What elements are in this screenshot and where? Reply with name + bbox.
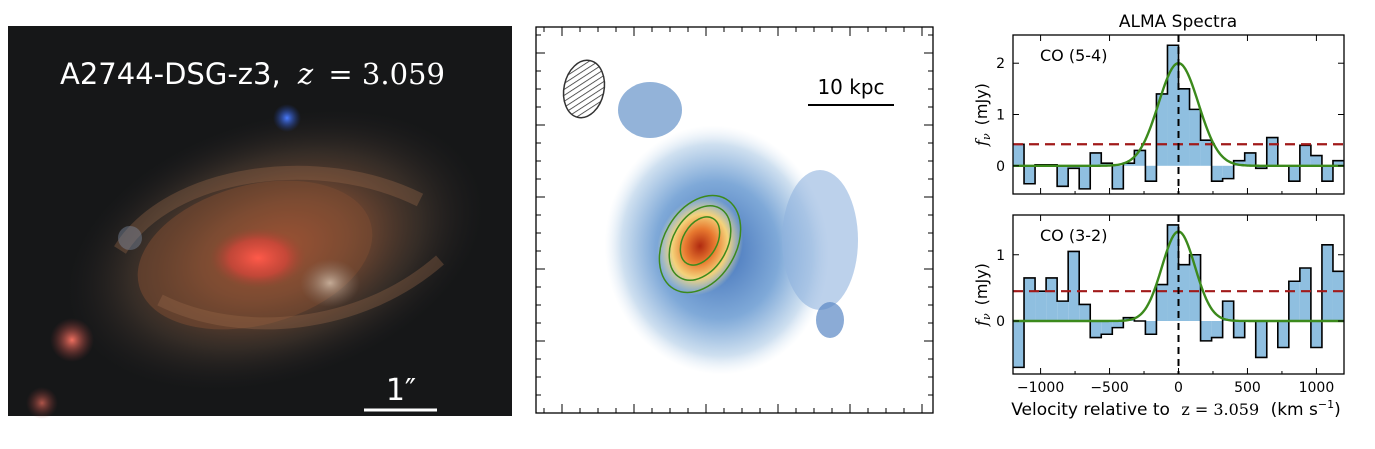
spectrum-bar [1179, 265, 1190, 321]
x-axis-label: Velocity relative to z = 3.059 (km s−1) [1011, 398, 1340, 420]
spectrum-bar [1145, 321, 1156, 334]
y-label-subscript: ν [980, 313, 993, 320]
spectrum-bar [1322, 245, 1333, 321]
y-tick-label: 0 [996, 314, 1005, 330]
redshift-symbol: z [297, 57, 314, 91]
foreground-star [273, 104, 301, 132]
y-axis-label: fν(mJy) [972, 83, 993, 147]
spectrum-bar [1289, 281, 1300, 321]
spectrum-bar [1167, 225, 1178, 321]
line-annotation: CO (5-4) [1040, 46, 1107, 65]
spectrum-bar [1068, 251, 1079, 321]
spectrum-bar [1145, 166, 1156, 181]
spectrum-bar [1333, 271, 1344, 321]
companion-source [50, 318, 94, 362]
spectrum-bar [1156, 285, 1167, 321]
spectrum-bar [1300, 145, 1311, 166]
spectrum-bar [1212, 166, 1223, 181]
spectrum-bar [1322, 166, 1333, 181]
spectrum-bar [1300, 268, 1311, 321]
y-label-unit: (mJy) [972, 263, 991, 305]
panel-c-spectra: ALMA Spectra 012 CO (5-4)fν(mJy) −1000 −50… [972, 12, 1344, 420]
x-tick-label: 1000 [1299, 380, 1335, 396]
spectrum-bar [1311, 321, 1322, 348]
y-label-subscript: ν [980, 133, 993, 140]
spectrum-bar [1057, 301, 1068, 321]
spectrum-bar [1201, 321, 1212, 341]
y-tick-label: 0 [996, 159, 1005, 175]
spectrum-bar [1090, 153, 1101, 166]
spectrum-bar [1046, 278, 1057, 321]
object-label: A2744-DSG-z3, z = 3.059 [60, 57, 445, 91]
spectrum-bar [1267, 138, 1278, 166]
x-tick-label: −500 [1090, 380, 1128, 396]
y-label-unit: (mJy) [972, 83, 991, 125]
panel-b-map: 10 kpc [536, 27, 933, 413]
galaxy-core [210, 228, 306, 288]
redshift-value: = 3.059 [328, 57, 445, 91]
line-annotation: CO (3-2) [1040, 226, 1107, 245]
spectrum-bar [1024, 166, 1035, 184]
spectrum-bar [1289, 166, 1300, 181]
spectrum-bar [1190, 109, 1201, 165]
spectrum-bar [1024, 278, 1035, 321]
x-tick-label: 500 [1234, 380, 1261, 396]
y-tick-label: 1 [996, 108, 1005, 124]
object-name: A2744-DSG-z3, [60, 57, 281, 91]
spectrum-bar [1079, 166, 1090, 189]
spectrum-bar [1057, 166, 1068, 187]
spectrum-bar [1245, 153, 1256, 166]
spectrum-bar [1013, 144, 1024, 166]
spectrum-bar [1079, 304, 1090, 321]
x-tick-label: 0 [1174, 380, 1183, 396]
chart-title: ALMA Spectra [1119, 12, 1237, 32]
spectrum-bar [1179, 89, 1190, 166]
spectrum-bar [1090, 321, 1101, 338]
spectrum-bar [1112, 166, 1123, 189]
spectrum-bar [1013, 321, 1024, 367]
spectrum-bar [1256, 321, 1267, 357]
spectrum-bar [1212, 321, 1223, 338]
spectrum-bar [1134, 150, 1145, 165]
spectrum-bar [1278, 321, 1289, 348]
spectrum-bar [1101, 321, 1112, 334]
angular-scale-label: 1″ [386, 373, 416, 408]
spectrum-co54: 012 CO (5-4)fν(mJy) [972, 35, 1344, 194]
spectrum-bar [1035, 291, 1046, 321]
y-tick-label: 2 [996, 56, 1005, 72]
panel-a-image: A2744-DSG-z3, z = 3.059 1″ [8, 26, 520, 440]
spectrum-bar [1223, 166, 1234, 179]
y-axis-label: fν(mJy) [972, 263, 993, 327]
x-tick-label: −1000 [1017, 380, 1064, 396]
spectrum-bar [1234, 321, 1245, 338]
physical-scale-label: 10 kpc [817, 75, 884, 99]
y-tick-label: 1 [996, 248, 1005, 264]
spectrum-bar [1311, 156, 1322, 166]
